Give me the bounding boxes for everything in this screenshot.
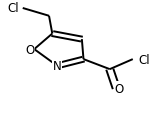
Text: O: O	[115, 82, 124, 95]
Text: O: O	[26, 43, 35, 56]
Text: Cl: Cl	[7, 2, 19, 15]
Text: N: N	[53, 59, 62, 72]
Text: Cl: Cl	[138, 53, 150, 66]
